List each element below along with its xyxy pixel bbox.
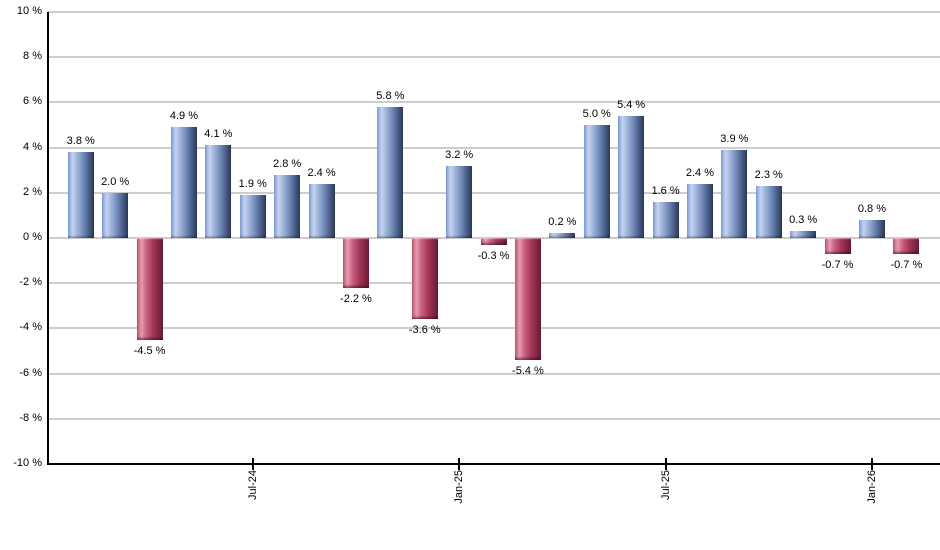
bar-value-label: 0.2 % — [548, 216, 577, 229]
bar-positive — [239, 195, 266, 238]
bar-value-label: 3.9 % — [720, 132, 749, 145]
bar-positive — [549, 233, 576, 238]
bar-value-label: 3.8 % — [66, 135, 95, 148]
y-axis-tick-label: 0 % — [23, 231, 42, 243]
y-axis-tick-label: -8 % — [19, 411, 42, 424]
bar-positive — [652, 201, 679, 238]
bar-positive — [67, 152, 94, 238]
bar-value-label: 3.2 % — [445, 148, 474, 161]
bar-value-label: 2.0 % — [101, 175, 130, 188]
bar-value-label: 2.4 % — [307, 166, 336, 179]
bar-negative — [514, 238, 541, 361]
bar-positive — [721, 149, 748, 238]
bar-positive — [755, 186, 782, 238]
x-axis-line — [47, 463, 940, 465]
y-axis-tick-label: 4 % — [23, 140, 42, 153]
y-axis-tick-label: 8 % — [23, 50, 42, 63]
bar-value-label: 4.1 % — [204, 128, 233, 141]
bar-value-label: -0.7 % — [890, 258, 923, 271]
bar-positive — [618, 115, 645, 238]
bar-value-label: 1.6 % — [651, 184, 680, 197]
bar-value-label: 5.0 % — [582, 108, 611, 120]
bar-positive — [102, 192, 129, 238]
y-axis-tick-label: 6 % — [23, 95, 42, 108]
x-axis-tick-mark — [870, 458, 873, 470]
bar-negative — [824, 238, 851, 254]
bar-value-label: 4.9 % — [169, 110, 199, 123]
bar-negative — [411, 238, 438, 320]
bar-value-label: -2.2 % — [340, 292, 372, 305]
bar-negative — [342, 238, 369, 288]
bar-positive — [274, 174, 301, 238]
bar-value-label: 0.8 % — [857, 202, 887, 215]
bar-positive — [205, 145, 232, 238]
gridline — [47, 417, 940, 420]
y-axis-tick-label: -6 % — [19, 366, 42, 379]
bar-value-label: 0.3 % — [789, 214, 818, 227]
bar-negative — [893, 238, 920, 254]
x-axis-tick-mark — [458, 458, 461, 470]
y-axis-tick-label: -10 % — [13, 457, 42, 469]
gridline — [47, 56, 940, 59]
bar-negative — [136, 238, 163, 340]
bar-positive — [377, 106, 404, 238]
x-axis-tick-label: Jan-25 — [453, 470, 466, 504]
bar-value-label: -5.4 % — [512, 365, 544, 378]
bar-negative — [480, 238, 507, 245]
bar-value-label: -0.7 % — [821, 258, 854, 271]
bar-positive — [686, 183, 713, 238]
x-axis-tick-label: Jul-25 — [659, 470, 672, 500]
y-axis-tick-label: 10 % — [16, 5, 42, 17]
bar-value-label: 5.8 % — [376, 89, 405, 102]
bar-positive — [790, 231, 817, 238]
gridline — [47, 372, 940, 375]
bar-value-label: 2.4 % — [685, 166, 715, 179]
bar-positive — [308, 183, 335, 238]
bar-value-label: -0.3 % — [477, 249, 510, 262]
x-axis-tick-mark — [664, 458, 667, 470]
bar-positive — [446, 165, 473, 238]
gridline — [47, 11, 940, 13]
gridline — [47, 191, 940, 194]
x-axis-tick-label: Jan-26 — [865, 470, 878, 504]
bar-positive — [583, 125, 610, 238]
bar-positive — [858, 219, 885, 238]
bar-value-label: -3.6 % — [408, 324, 441, 337]
x-axis-tick-label: Jul-24 — [246, 470, 259, 500]
y-axis-tick-label: 2 % — [23, 185, 42, 198]
bar-positive — [170, 127, 197, 238]
bar-value-label: 5.4 % — [617, 98, 646, 111]
bar-value-label: 2.8 % — [273, 157, 302, 170]
bar-value-label: -4.5 % — [133, 344, 166, 357]
x-axis-tick-mark — [251, 458, 254, 470]
gridline — [47, 282, 940, 285]
bar-value-label: 1.9 % — [238, 178, 267, 191]
y-axis-tick-label: -4 % — [19, 321, 42, 334]
y-axis-line — [47, 12, 49, 465]
bar-value-label: 2.3 % — [754, 169, 783, 182]
gridline — [47, 146, 940, 149]
gridline — [47, 101, 940, 104]
y-axis-tick-label: -2 % — [19, 276, 42, 289]
gridline — [47, 327, 940, 330]
